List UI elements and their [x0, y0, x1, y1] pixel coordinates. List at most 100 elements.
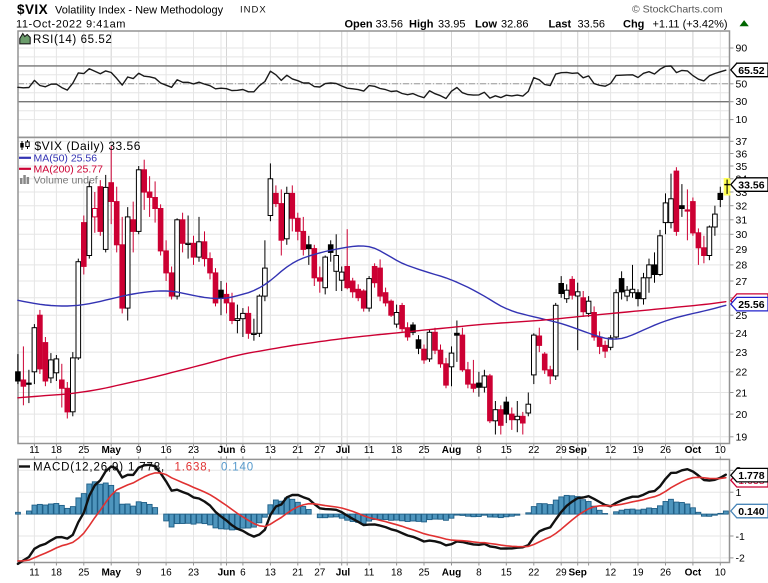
svg-text:18: 18	[51, 568, 63, 579]
svg-text:RSI(14) 65.52: RSI(14) 65.52	[33, 34, 112, 46]
svg-text:8: 8	[476, 568, 482, 579]
svg-text:18: 18	[51, 445, 63, 456]
svg-text:29: 29	[736, 244, 748, 256]
svg-text:9: 9	[136, 445, 142, 456]
svg-text:23: 23	[188, 445, 200, 456]
svg-text:$VIX: $VIX	[17, 2, 48, 17]
svg-text:33.56: 33.56	[376, 19, 404, 31]
svg-text:33.95: 33.95	[438, 19, 466, 31]
svg-text:28: 28	[736, 260, 748, 272]
svg-text:65.52: 65.52	[738, 65, 764, 77]
svg-text:21: 21	[736, 387, 748, 399]
svg-text:22: 22	[528, 568, 540, 579]
svg-text:Volume undef: Volume undef	[34, 175, 98, 187]
svg-text:Last: Last	[549, 19, 572, 31]
svg-text:50: 50	[736, 78, 748, 90]
svg-text:1.778: 1.778	[738, 470, 764, 482]
svg-text:33.56: 33.56	[578, 19, 606, 31]
svg-text:Oct: Oct	[685, 568, 702, 579]
svg-text:Jul: Jul	[336, 445, 351, 456]
svg-text:May: May	[101, 568, 121, 579]
svg-text:27: 27	[736, 276, 748, 288]
svg-text:11: 11	[29, 568, 40, 579]
svg-text:6: 6	[240, 568, 246, 579]
svg-text:22: 22	[736, 367, 748, 379]
svg-text:90: 90	[736, 43, 748, 55]
svg-text:8: 8	[476, 445, 482, 456]
svg-text:25: 25	[78, 568, 90, 579]
svg-text:-1: -1	[736, 531, 745, 543]
svg-text:May: May	[101, 445, 121, 456]
svg-text:16: 16	[161, 445, 173, 456]
svg-text:15: 15	[501, 445, 513, 456]
svg-text:6: 6	[240, 445, 246, 456]
svg-text:+1.11 (+3.42%): +1.11 (+3.42%)	[653, 19, 728, 31]
svg-text:26: 26	[660, 445, 672, 456]
svg-text:High: High	[409, 19, 434, 31]
svg-text:32: 32	[736, 201, 748, 213]
svg-text:36: 36	[736, 148, 748, 160]
svg-text:16: 16	[161, 568, 173, 579]
svg-text:MACD(12,26,9) 1.778,: MACD(12,26,9) 1.778,	[33, 462, 165, 474]
svg-text:24: 24	[736, 328, 748, 340]
svg-text:25: 25	[736, 310, 748, 322]
svg-text:19: 19	[632, 568, 644, 579]
svg-text:25: 25	[78, 445, 90, 456]
svg-text:Volatility Index - New Methodo: Volatility Index - New Methodology	[55, 5, 224, 17]
svg-text:33: 33	[736, 187, 748, 199]
svg-text:23: 23	[736, 347, 748, 359]
svg-text:10: 10	[736, 114, 748, 126]
svg-text:Open: Open	[345, 19, 373, 31]
svg-text:18: 18	[391, 568, 403, 579]
svg-text:11: 11	[29, 445, 40, 456]
svg-text:27: 27	[314, 445, 326, 456]
svg-text:33.56: 33.56	[738, 180, 764, 192]
svg-text:12: 12	[605, 568, 617, 579]
svg-text:$VIX (Daily) 33.56: $VIX (Daily) 33.56	[35, 139, 141, 153]
svg-text:MA(200) 25.77: MA(200) 25.77	[34, 164, 104, 176]
svg-text:11: 11	[364, 568, 375, 579]
svg-text:Aug: Aug	[442, 445, 461, 456]
svg-text:Jun: Jun	[218, 568, 236, 579]
svg-text:0.140: 0.140	[738, 506, 764, 518]
svg-text:27: 27	[314, 568, 326, 579]
svg-text:21: 21	[292, 568, 304, 579]
svg-text:Low: Low	[475, 19, 497, 31]
svg-text:10: 10	[715, 445, 727, 456]
svg-text:13: 13	[265, 445, 277, 456]
svg-text:19: 19	[632, 445, 644, 456]
svg-text:35: 35	[736, 161, 748, 173]
svg-text:25.56: 25.56	[738, 299, 764, 311]
svg-text:Jul: Jul	[336, 568, 351, 579]
svg-text:-2: -2	[736, 553, 745, 565]
svg-text:31: 31	[736, 215, 748, 227]
svg-text:© StockCharts.com: © StockCharts.com	[632, 4, 723, 16]
svg-text:Sep: Sep	[569, 445, 587, 456]
svg-text:25: 25	[418, 445, 430, 456]
svg-text:11-Oct-2022 9:41am: 11-Oct-2022 9:41am	[16, 19, 126, 31]
svg-text:10: 10	[715, 568, 727, 579]
svg-text:26: 26	[660, 568, 672, 579]
svg-text:9: 9	[136, 568, 142, 579]
svg-text:11: 11	[364, 445, 375, 456]
svg-text:25: 25	[418, 568, 430, 579]
svg-text:0.140: 0.140	[221, 462, 254, 474]
svg-text:29: 29	[556, 445, 568, 456]
svg-text:13: 13	[265, 568, 277, 579]
svg-text:18: 18	[391, 445, 403, 456]
svg-text:32.86: 32.86	[501, 19, 529, 31]
svg-text:Chg: Chg	[623, 19, 644, 31]
svg-text:INDX: INDX	[240, 5, 267, 16]
svg-text:37: 37	[736, 136, 748, 148]
svg-text:12: 12	[605, 445, 617, 456]
svg-text:15: 15	[501, 568, 513, 579]
svg-text:30: 30	[736, 96, 748, 108]
svg-text:1.638,: 1.638,	[175, 462, 212, 474]
svg-text:Jun: Jun	[218, 445, 236, 456]
svg-text:23: 23	[188, 568, 200, 579]
svg-text:20: 20	[736, 409, 748, 421]
svg-text:30: 30	[736, 229, 748, 241]
svg-text:19: 19	[736, 432, 748, 444]
svg-text:MA(50) 25.56: MA(50) 25.56	[34, 153, 98, 165]
svg-text:29: 29	[556, 568, 568, 579]
